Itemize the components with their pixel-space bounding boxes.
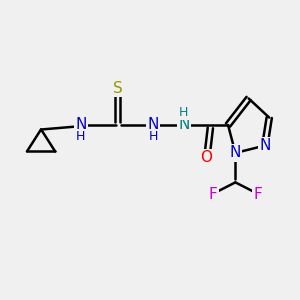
Text: N: N: [178, 118, 190, 133]
Text: N: N: [230, 146, 241, 160]
Text: N: N: [147, 118, 159, 133]
Text: N: N: [75, 118, 86, 133]
Text: O: O: [200, 150, 212, 165]
Text: H: H: [76, 130, 86, 143]
Text: H: H: [179, 106, 188, 119]
Text: F: F: [209, 187, 218, 202]
Text: H: H: [148, 130, 158, 143]
Text: N: N: [259, 138, 271, 153]
Text: S: S: [113, 81, 122, 96]
Text: F: F: [253, 187, 262, 202]
